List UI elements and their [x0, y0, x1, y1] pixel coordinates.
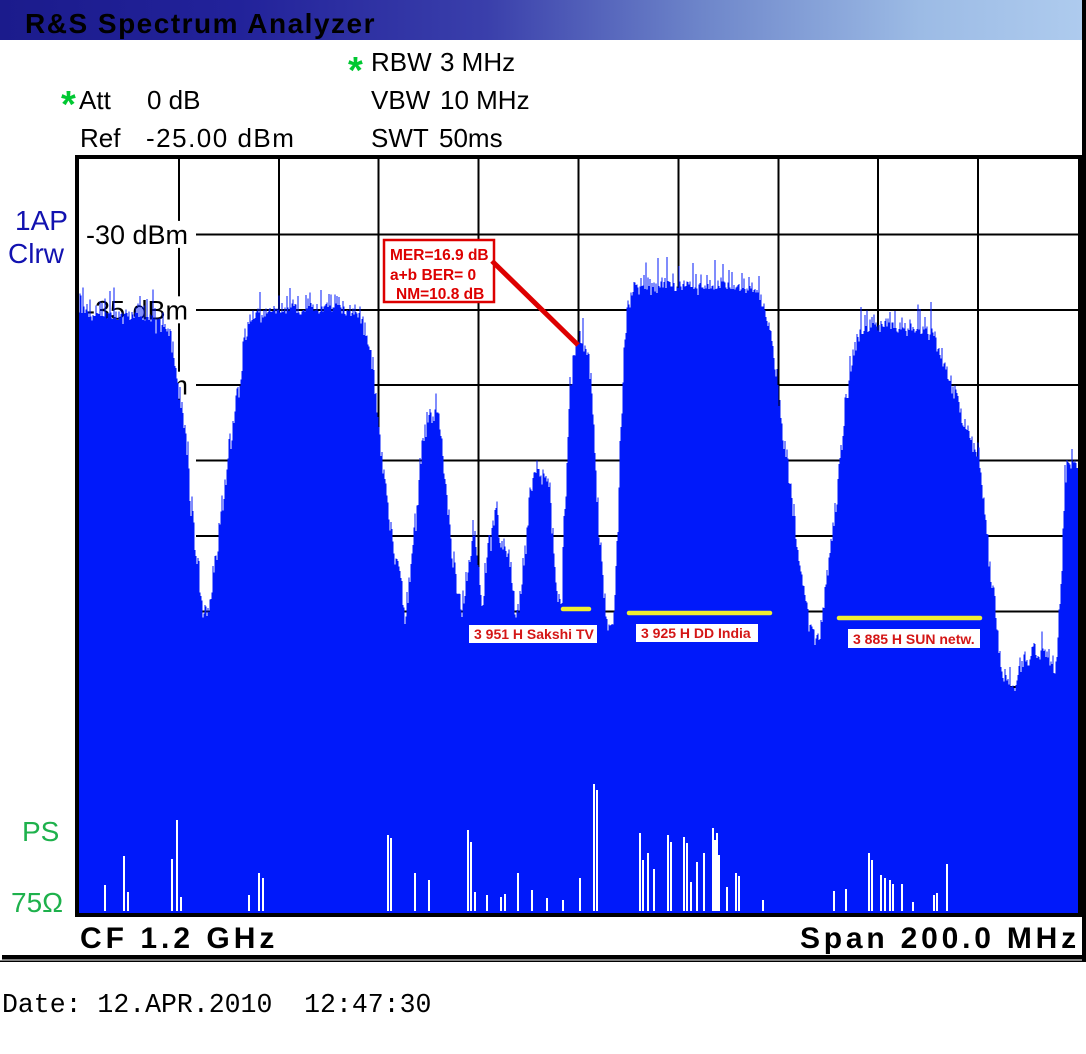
- svg-text:-25.00 dBm: -25.00 dBm: [146, 123, 295, 153]
- svg-text:3 951 H Sakshi TV: 3 951 H Sakshi TV: [474, 626, 595, 642]
- svg-text:0 dB: 0 dB: [147, 85, 201, 115]
- svg-text:3 MHz: 3 MHz: [440, 47, 515, 77]
- svg-text:a+b BER= 0: a+b BER= 0: [390, 267, 476, 284]
- svg-text:Span 200.0 MHz: Span 200.0 MHz: [800, 922, 1080, 955]
- svg-text:*: *: [348, 50, 363, 92]
- svg-text:VBW: VBW: [371, 85, 431, 115]
- svg-text:Att: Att: [79, 85, 112, 115]
- svg-text:SWT: SWT: [371, 123, 429, 153]
- svg-text:3 925 H DD India: 3 925 H DD India: [641, 625, 751, 641]
- svg-text:Clrw: Clrw: [8, 238, 65, 269]
- svg-text:50ms: 50ms: [439, 123, 503, 153]
- svg-text:RBW: RBW: [371, 47, 432, 77]
- svg-text:10 MHz: 10 MHz: [440, 85, 530, 115]
- svg-text:1AP: 1AP: [15, 205, 68, 236]
- svg-text:Date: 12.APR.2010 12:47:30: Date: 12.APR.2010 12:47:30: [2, 990, 431, 1020]
- svg-text:*: *: [61, 84, 76, 126]
- svg-text:R&S Spectrum Analyzer: R&S Spectrum Analyzer: [25, 8, 376, 39]
- svg-text:-30 dBm: -30 dBm: [86, 220, 188, 250]
- svg-text:75Ω: 75Ω: [11, 887, 63, 918]
- svg-text:NM=10.8 dB: NM=10.8 dB: [396, 286, 484, 303]
- svg-text:CF 1.2 GHz: CF 1.2 GHz: [80, 922, 278, 955]
- svg-text:PS: PS: [22, 816, 59, 847]
- svg-text:MER=16.9 dB: MER=16.9 dB: [390, 247, 489, 264]
- svg-text:3 885 H SUN netw.: 3 885 H SUN netw.: [853, 631, 975, 647]
- svg-text:Ref: Ref: [80, 123, 121, 153]
